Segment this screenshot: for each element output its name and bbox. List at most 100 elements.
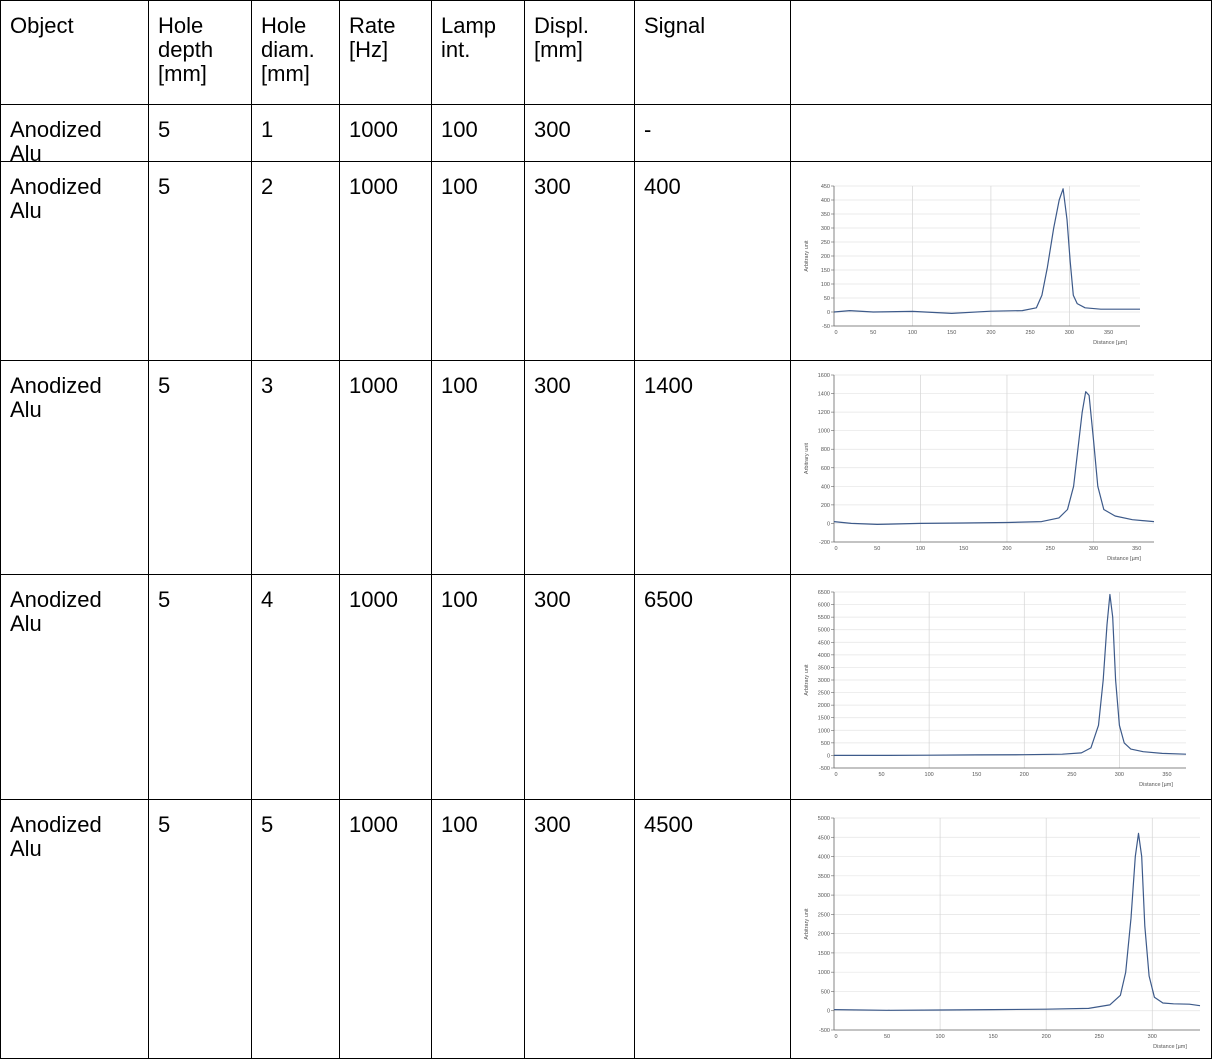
x-tick-label: 250: [1067, 772, 1076, 778]
cell-signal: 1400: [644, 373, 693, 398]
y-tick-label: 5000: [818, 628, 830, 634]
x-tick-label: 50: [879, 772, 885, 778]
y-tick-label: 200: [821, 503, 830, 509]
cell-object: Anodized Alu: [10, 587, 102, 636]
table-row-border: [0, 799, 1212, 800]
y-tick-label: 350: [821, 212, 830, 218]
y-tick-label: 3500: [818, 665, 830, 671]
table-column-border: [339, 0, 340, 1059]
cell-object: Anodized Alu: [10, 812, 102, 861]
cell-hole-depth: 5: [158, 117, 171, 142]
x-tick-label: 200: [1042, 1034, 1051, 1040]
y-tick-label: 1200: [818, 410, 830, 416]
x-tick-label: 100: [916, 546, 925, 552]
y-tick-label: -500: [819, 1028, 830, 1034]
signal-line: [834, 593, 1187, 756]
y-tick-label: 250: [821, 240, 830, 246]
y-tick-label: 4000: [818, 653, 830, 659]
table-row-border: [0, 360, 1212, 361]
y-tick-label: 0: [827, 753, 830, 759]
x-axis-label: Distance [µm]: [1107, 556, 1141, 562]
y-tick-label: 2000: [818, 703, 830, 709]
y-tick-label: 1600: [818, 373, 830, 379]
x-tick-label: 300: [1148, 1034, 1157, 1040]
x-tick-label: 250: [1026, 330, 1035, 336]
x-tick-label: 250: [1095, 1034, 1104, 1040]
cell-signal: -: [644, 117, 652, 142]
signal-plot-4: -500050010001500200025003000350040004500…: [804, 816, 1201, 1050]
x-tick-label: 100: [925, 772, 934, 778]
y-axis-label: Arbitrary unit: [804, 664, 810, 696]
cell-rate: 1000: [349, 373, 398, 398]
cell-hole-diam: 1: [261, 117, 274, 142]
x-tick-label: 350: [1162, 772, 1171, 778]
x-tick-label: 0: [834, 772, 837, 778]
signal-plot-3: -500050010001500200025003000350040004500…: [804, 590, 1187, 788]
y-tick-label: 150: [821, 268, 830, 274]
y-tick-label: 100: [821, 282, 830, 288]
x-tick-label: 150: [959, 546, 968, 552]
table-row-border: [0, 161, 1212, 162]
x-tick-label: 50: [870, 330, 876, 336]
y-tick-label: 2500: [818, 912, 830, 918]
y-tick-label: 1000: [818, 429, 830, 435]
cell-lamp-int: 100: [441, 587, 478, 612]
y-tick-label: 2500: [818, 691, 830, 697]
table-row-border: [0, 574, 1212, 575]
x-axis-label: Distance [µm]: [1139, 782, 1173, 788]
x-tick-label: 100: [908, 330, 917, 336]
x-tick-label: 0: [834, 546, 837, 552]
table-row-border: [0, 0, 1212, 1]
y-axis-label: Arbitrary unit: [804, 442, 810, 474]
y-tick-label: 500: [821, 741, 830, 747]
y-tick-label: -200: [819, 540, 830, 546]
signal-plot-2: -200 0 200 400 600 800 1000 1200 1400 1600 0 50 100 1…: [804, 373, 1155, 562]
cell-object: Anodized Alu: [10, 174, 102, 223]
cell-hole-depth: 5: [158, 812, 171, 837]
y-tick-label: 1500: [818, 716, 830, 722]
cell-displ: 300: [534, 117, 571, 142]
x-tick-label: 250: [1046, 546, 1055, 552]
cell-hole-diam: 4: [261, 587, 274, 612]
table-column-border: [251, 0, 252, 1059]
x-tick-label: 0: [834, 330, 837, 336]
y-tick-label: 500: [821, 989, 830, 995]
cell-object: Anodized Alu: [10, 117, 102, 166]
header-rate: Rate [Hz]: [349, 13, 396, 62]
cell-displ: 300: [534, 812, 571, 837]
cell-object: Anodized Alu: [10, 373, 102, 422]
y-axis-label: Arbitrary unit: [804, 908, 810, 940]
cell-displ: 300: [534, 373, 571, 398]
x-tick-label: 100: [935, 1034, 944, 1040]
y-tick-label: 1000: [818, 970, 830, 976]
y-tick-label: 5000: [818, 816, 830, 822]
cell-rate: 1000: [349, 587, 398, 612]
cell-rate: 1000: [349, 812, 398, 837]
header-hole-diam: Hole diam. [mm]: [261, 13, 315, 86]
cell-hole-diam: 5: [261, 812, 274, 837]
cell-lamp-int: 100: [441, 373, 478, 398]
cell-displ: 300: [534, 587, 571, 612]
y-tick-label: 3000: [818, 893, 830, 899]
y-tick-label: 6500: [818, 590, 830, 596]
y-tick-label: 1500: [818, 951, 830, 957]
y-tick-label: 2000: [818, 932, 830, 938]
y-tick-label: 200: [821, 254, 830, 260]
x-tick-label: 350: [1104, 330, 1113, 336]
cell-displ: 300: [534, 174, 571, 199]
y-tick-label: 450: [821, 184, 830, 190]
table-column-border: [0, 0, 1, 1059]
signal-plot-1: -50 0 50 100 150 200 250 300 350 400 450 0 50 100 150 2…: [804, 184, 1140, 346]
y-tick-label: 600: [821, 466, 830, 472]
cell-hole-depth: 5: [158, 174, 171, 199]
x-tick-label: 200: [1020, 772, 1029, 778]
y-tick-label: 0: [827, 1009, 830, 1015]
cell-hole-diam: 3: [261, 373, 274, 398]
cell-signal: 4500: [644, 812, 693, 837]
table-row-border: [0, 104, 1212, 105]
y-tick-label: 6000: [818, 603, 830, 609]
y-tick-label: 4000: [818, 855, 830, 861]
y-tick-label: 1000: [818, 728, 830, 734]
header-displ: Displ. [mm]: [534, 13, 590, 62]
y-tick-label: 50: [824, 296, 830, 302]
